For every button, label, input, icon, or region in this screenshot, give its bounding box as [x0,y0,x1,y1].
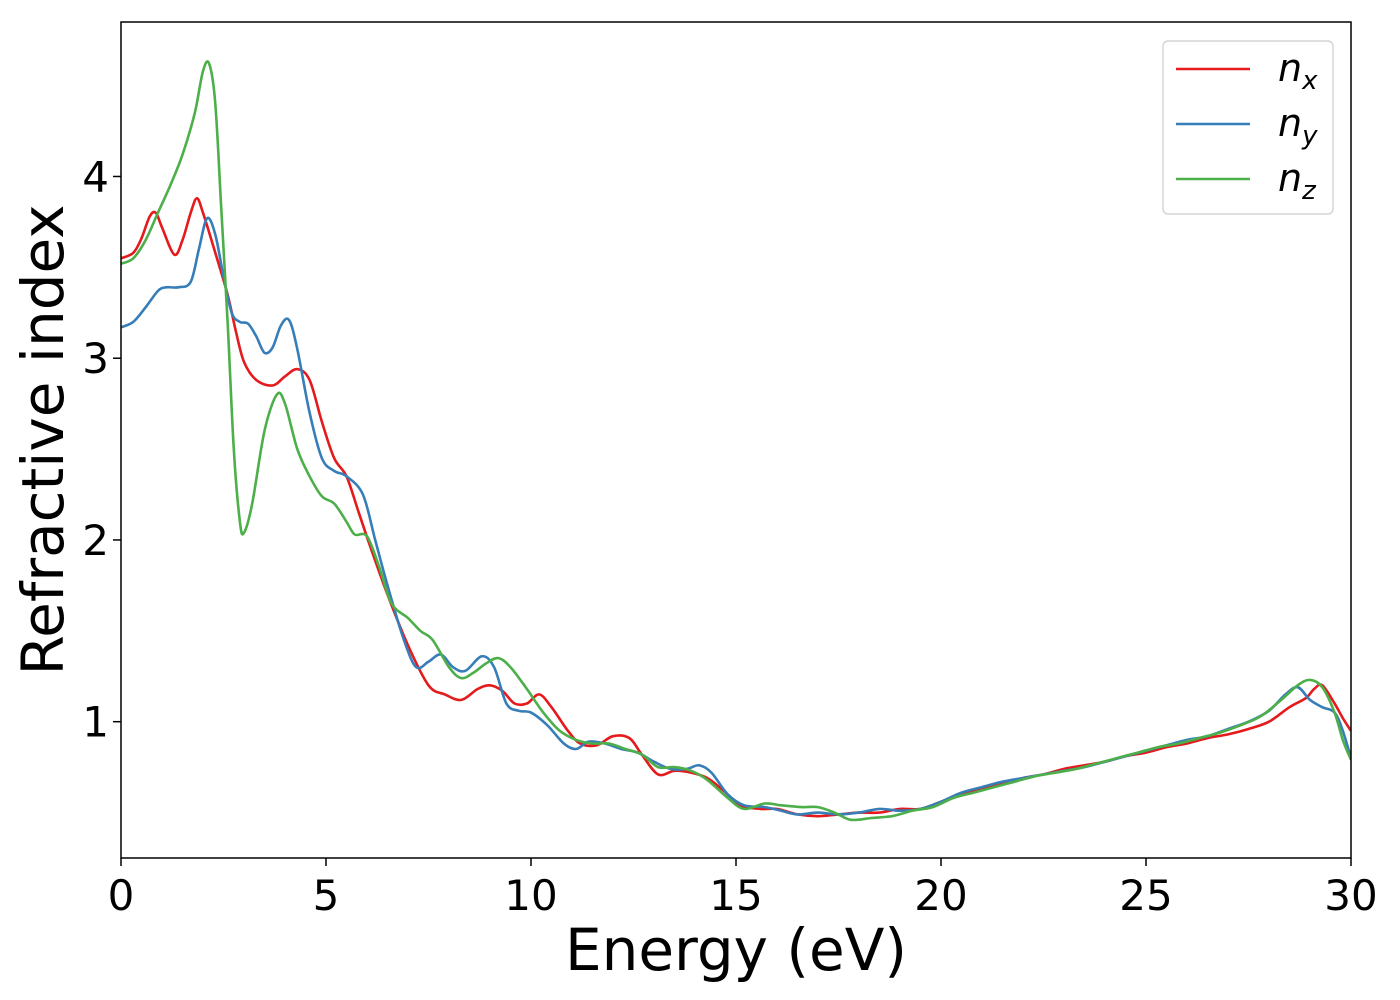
series-layer [121,60,1351,822]
series-line-n_y [121,216,1351,816]
legend-label-n_y: ny [1278,101,1318,151]
series-line-n_x [121,197,1351,818]
y-tick-label: 1 [82,698,109,747]
y-tick-label: 2 [82,516,109,565]
x-tick-label: 25 [1119,871,1172,920]
x-tick-label: 20 [914,871,967,920]
y-tick-label: 4 [82,152,109,201]
x-tick-label: 10 [504,871,557,920]
legend-label-n_z: nz [1278,156,1317,206]
y-axis-ticks: 1 2 3 4 [82,152,121,747]
x-tick-label: 0 [108,871,135,920]
x-tick-label: 15 [709,871,762,920]
x-tick-label: 30 [1324,871,1377,920]
series-line-n_z [121,60,1351,822]
x-axis-ticks: 0 5 10 15 20 25 30 [108,858,1378,920]
legend-box [1162,40,1334,215]
y-tick-label: 3 [82,334,109,383]
x-axis-label: Energy (eV) [565,916,907,984]
x-tick-label: 5 [313,871,340,920]
y-axis-label: Refractive index [9,204,77,675]
legend-label-n_x: nx [1278,46,1318,96]
